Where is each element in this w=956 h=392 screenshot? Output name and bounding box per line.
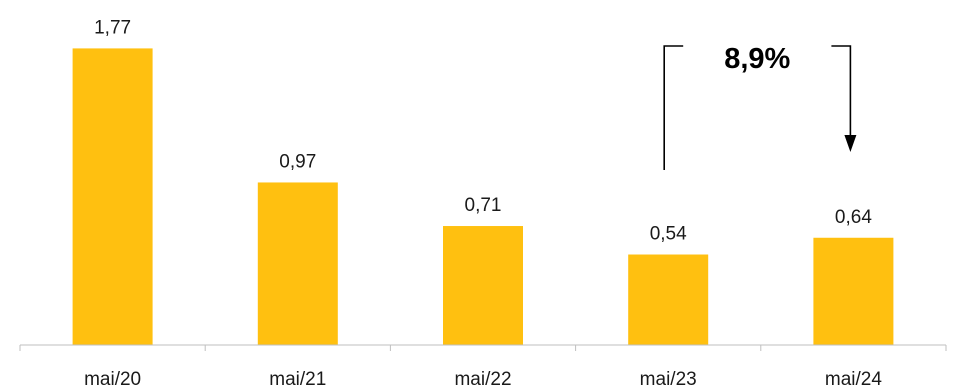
category-label: mai/20 xyxy=(84,369,141,390)
arrow-down-icon xyxy=(844,135,857,152)
annotation-bracket-right xyxy=(831,45,852,135)
category-label: mai/22 xyxy=(454,369,511,390)
value-label: 0,54 xyxy=(650,224,687,245)
bar-mai/24 xyxy=(813,237,894,345)
value-labels: 1,77 0,97 0,71 0,54 0,64 xyxy=(94,17,872,244)
category-label: mai/21 xyxy=(269,369,326,390)
value-label: 0,71 xyxy=(465,195,502,216)
annotation-bracket-left xyxy=(663,45,684,170)
category-label: mai/24 xyxy=(825,369,882,390)
category-label: mai/23 xyxy=(640,369,697,390)
value-label: 0,97 xyxy=(279,151,316,172)
change-annotation: 8,9% xyxy=(663,43,857,170)
bar-mai/23 xyxy=(628,254,709,345)
bar-mai/20 xyxy=(72,48,153,346)
bars-layer xyxy=(72,48,894,346)
bar-mai/21 xyxy=(257,182,338,345)
annotation-percent-label: 8,9% xyxy=(724,43,790,75)
x-axis-ticks xyxy=(19,345,947,351)
bar-mai/22 xyxy=(443,226,523,345)
category-labels: mai/20 mai/21 mai/22 mai/23 mai/24 xyxy=(84,369,882,390)
value-label: 1,77 xyxy=(94,17,131,38)
value-label: 0,64 xyxy=(835,207,872,228)
